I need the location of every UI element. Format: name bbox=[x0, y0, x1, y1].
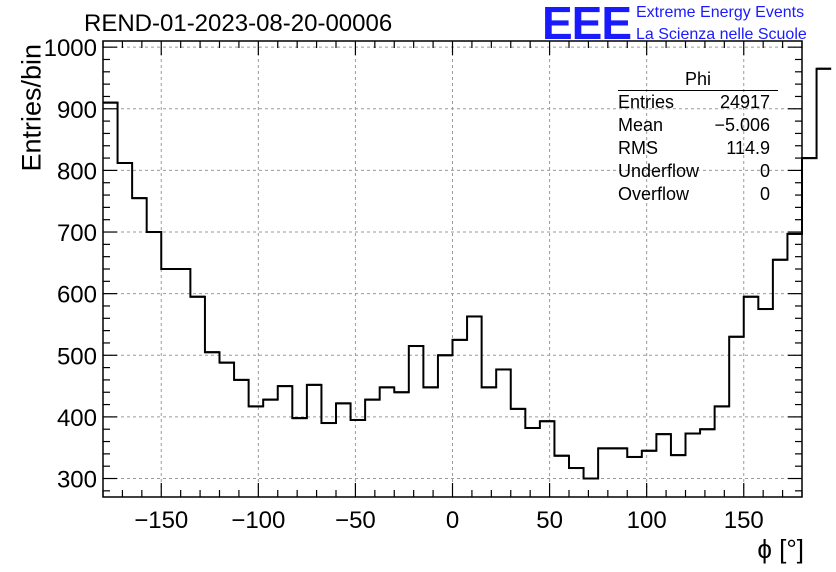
y-axis-label: Entries/bin bbox=[16, 43, 47, 172]
x-tick-label: 100 bbox=[627, 507, 667, 534]
y-tick-label: 500 bbox=[57, 343, 97, 370]
x-tick-label: 50 bbox=[536, 507, 563, 534]
stats-value: 114.9 bbox=[726, 138, 770, 158]
stats-label: RMS bbox=[618, 138, 658, 158]
stats-box: Phi Entries 24917 Mean −5.006 RMS 114.9 … bbox=[610, 68, 778, 206]
y-tick-label: 1000 bbox=[44, 35, 97, 62]
stats-row-overflow: Overflow 0 bbox=[610, 183, 778, 206]
stats-label: Overflow bbox=[618, 184, 690, 204]
stats-title: Phi bbox=[618, 68, 778, 91]
axes: −150 −100 −50 0 50 100 150 300 400 500 600 700 800 90… bbox=[44, 35, 803, 534]
logo-line-1: Extreme Energy Events bbox=[636, 4, 805, 21]
chart-title: REND-01-2023-08-20-00006 bbox=[84, 10, 393, 37]
y-tick-label: 300 bbox=[57, 467, 97, 494]
y-tick-label: 700 bbox=[57, 220, 97, 247]
stats-label: Entries bbox=[618, 92, 675, 112]
x-tick-label: −50 bbox=[335, 507, 376, 534]
stats-row-rms: RMS 114.9 bbox=[610, 137, 778, 160]
stats-label: Mean bbox=[618, 115, 664, 135]
stats-row-entries: Entries 24917 bbox=[610, 91, 778, 114]
y-tick-label: 900 bbox=[57, 97, 97, 124]
histogram-step-line bbox=[103, 67, 832, 480]
stats-value: 24917 bbox=[719, 92, 770, 112]
stats-value: 0 bbox=[759, 161, 770, 181]
x-tick-label: −150 bbox=[134, 507, 188, 534]
stats-value: 0 bbox=[759, 184, 770, 204]
stats-row-mean: Mean −5.006 bbox=[610, 114, 778, 137]
x-tick-label: −100 bbox=[231, 507, 285, 534]
eee-logo: EEE bbox=[542, 0, 632, 49]
x-axis-label: ϕ [°] bbox=[757, 534, 804, 564]
stats-label: Underflow bbox=[618, 161, 700, 181]
y-tick-label: 600 bbox=[57, 282, 97, 309]
histogram-series bbox=[103, 67, 832, 480]
logo-line-2: La Scienza nelle Scuole bbox=[636, 26, 807, 43]
stats-value: −5.006 bbox=[714, 115, 770, 135]
x-tick-label: 150 bbox=[724, 507, 764, 534]
stats-row-underflow: Underflow 0 bbox=[610, 160, 778, 183]
x-tick-label: 0 bbox=[446, 507, 459, 534]
y-tick-label: 400 bbox=[57, 405, 97, 432]
y-tick-label: 800 bbox=[57, 158, 97, 185]
